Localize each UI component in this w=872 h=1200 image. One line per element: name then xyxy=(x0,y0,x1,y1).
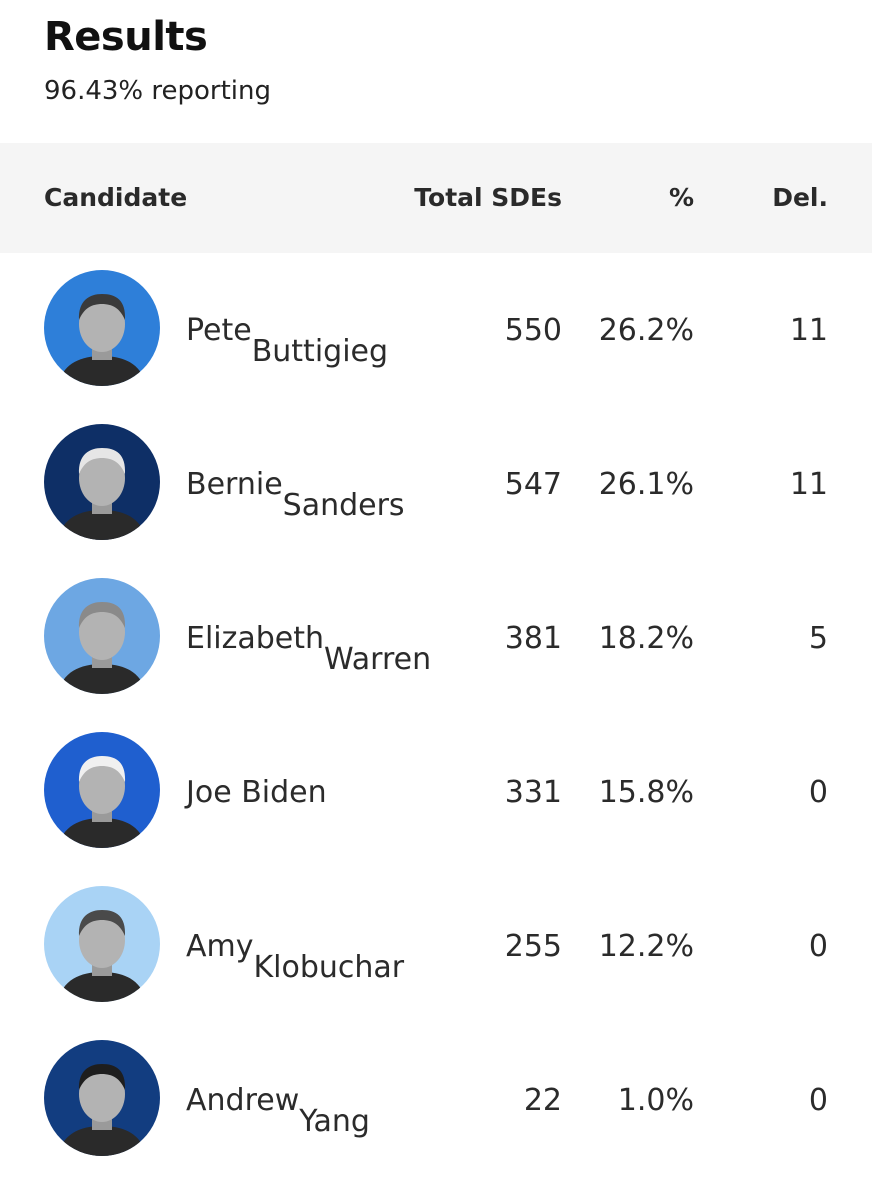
portrait-silhouette xyxy=(44,1040,160,1156)
reporting-status: 96.43% reporting xyxy=(44,76,272,106)
candidate-avatar xyxy=(44,270,160,386)
table-row: Andrew Yang 22 1.0% 0 xyxy=(0,1023,872,1177)
percent-value: 26.2% xyxy=(598,312,694,348)
candidate-name: Pete Buttigieg xyxy=(186,312,389,370)
delegates-value: 0 xyxy=(808,1082,828,1118)
column-header-total-sdes[interactable]: Total SDEs xyxy=(414,183,562,212)
total-sdes-value: 331 xyxy=(504,774,562,810)
delegates-value: 0 xyxy=(808,928,828,964)
table-row: Pete Buttigieg 550 26.2% 11 xyxy=(0,253,872,407)
table-row: Elizabeth Warren 381 18.2% 5 xyxy=(0,561,872,715)
table-row: Amy Klobuchar 255 12.2% 0 xyxy=(0,869,872,1023)
total-sdes-value: 255 xyxy=(504,928,562,964)
percent-value: 26.1% xyxy=(598,466,694,502)
delegates-value: 11 xyxy=(789,312,828,348)
candidate-name: Elizabeth Warren xyxy=(186,620,432,678)
total-sdes-value: 381 xyxy=(504,620,562,656)
column-header-percent[interactable]: % xyxy=(668,183,694,212)
candidate-name: Andrew Yang xyxy=(186,1082,370,1140)
candidate-avatar xyxy=(44,578,160,694)
table-header: Candidate Total SDEs % Del. xyxy=(0,143,872,253)
delegates-value: 5 xyxy=(808,620,828,656)
column-header-candidate[interactable]: Candidate xyxy=(44,183,188,212)
candidate-avatar xyxy=(44,886,160,1002)
portrait-silhouette xyxy=(44,424,160,540)
candidate-name: Joe Biden xyxy=(186,774,327,810)
candidate-name: Bernie Sanders xyxy=(186,466,405,524)
total-sdes-value: 22 xyxy=(523,1082,562,1118)
portrait-silhouette xyxy=(44,270,160,386)
portrait-silhouette xyxy=(44,732,160,848)
percent-value: 1.0% xyxy=(617,1082,694,1118)
percent-value: 18.2% xyxy=(598,620,694,656)
results-table-body: Pete Buttigieg 550 26.2% 11 Bernie Sanders… xyxy=(0,253,872,1177)
candidate-avatar xyxy=(44,1040,160,1156)
column-header-delegates[interactable]: Del. xyxy=(772,183,828,212)
candidate-name: Amy Klobuchar xyxy=(186,928,405,986)
table-row: Joe Biden 331 15.8% 0 xyxy=(0,715,872,869)
percent-value: 15.8% xyxy=(598,774,694,810)
percent-value: 12.2% xyxy=(598,928,694,964)
table-row: Bernie Sanders 547 26.1% 11 xyxy=(0,407,872,561)
portrait-silhouette xyxy=(44,578,160,694)
delegates-value: 0 xyxy=(808,774,828,810)
candidate-avatar xyxy=(44,424,160,540)
delegates-value: 11 xyxy=(789,466,828,502)
total-sdes-value: 547 xyxy=(504,466,562,502)
total-sdes-value: 550 xyxy=(504,312,562,348)
candidate-avatar xyxy=(44,732,160,848)
portrait-silhouette xyxy=(44,886,160,1002)
page-title: Results xyxy=(44,14,208,60)
